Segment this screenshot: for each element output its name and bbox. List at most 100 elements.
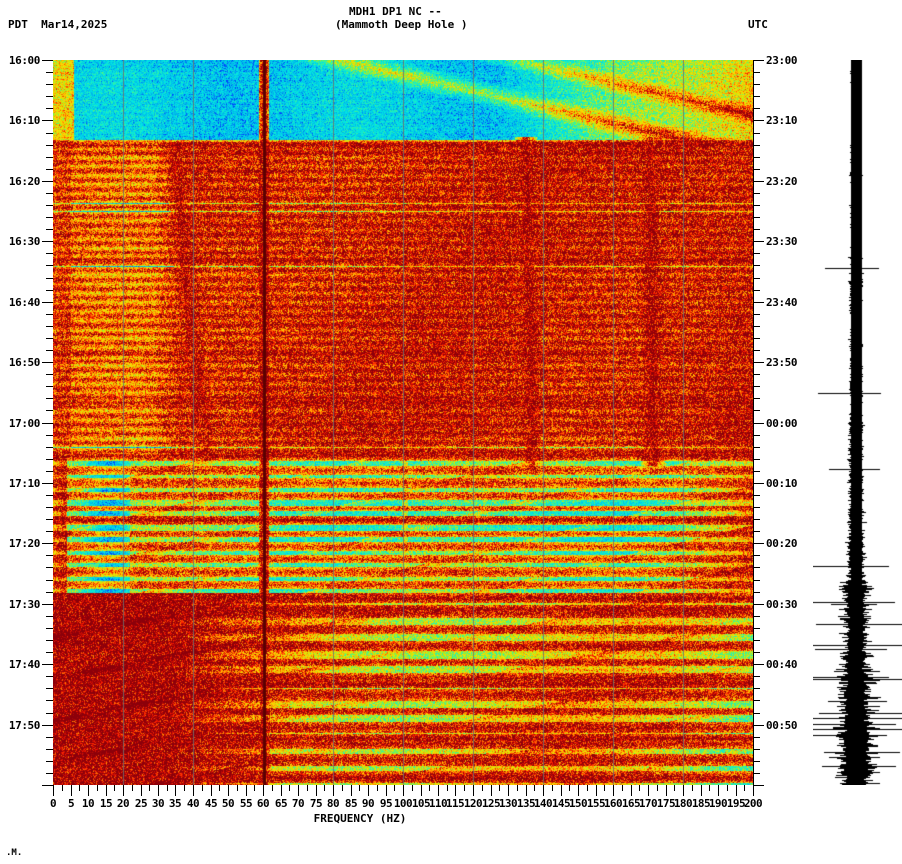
axis-tick-label: 110 [428,797,448,810]
axis-tick-label: 16:50 [8,356,41,369]
axis-tick-label: 23:40 [766,296,798,309]
axis-tick-minor [753,713,760,714]
axis-tick-major [246,785,247,796]
axis-tick-major [753,362,764,363]
axis-tick-major [42,120,53,121]
axis-tick-minor [46,652,53,653]
axis-tick-major [561,785,562,796]
axis-tick-label: 16:20 [8,175,41,188]
axis-tick-label: 115 [445,797,465,810]
spectrogram-plot[interactable] [53,60,753,785]
axis-tick-major [596,785,597,796]
axis-tick-label: 185 [691,797,711,810]
axis-tick-minor [753,108,760,109]
axis-tick-minor [753,193,760,194]
axis-tick-minor [753,145,760,146]
axis-tick-minor [46,737,53,738]
axis-tick-minor [753,592,760,593]
seismogram-trace-panel[interactable] [813,60,902,785]
axis-tick-minor [753,338,760,339]
axis-tick-major [211,785,212,796]
axis-tick-label: 45 [204,797,218,810]
frequency-axis-title: FREQUENCY (HZ) [313,812,407,825]
axis-tick-minor [753,519,760,520]
axis-tick-major [491,785,492,796]
axis-tick-label: 23:20 [766,175,798,188]
axis-tick-minor [753,676,760,677]
axis-tick-label: 5 [67,797,75,810]
axis-tick-minor [753,507,760,508]
axis-tick-minor [753,217,760,218]
axis-tick-minor [753,133,760,134]
time-axis-local: 16:00 16:10 16:20 16:30 16:40 16:50 17:00 17:10… [0,54,53,786]
axis-tick-major [175,785,176,796]
axis-tick-minor [753,314,760,315]
axis-tick-minor [46,84,53,85]
axis-tick-major [753,664,764,665]
axis-tick-major [42,60,53,61]
axis-tick-label: 60 [256,797,270,810]
axis-tick-minor [753,640,760,641]
axis-tick-label: 16:40 [8,296,41,309]
frequency-axis: 0 5 10 15 20 25 30 35 40 45 50 55 60 65 70 75 80 85 90 95 10… [50,785,763,810]
axis-tick-major [71,785,72,796]
axis-tick-label: 16:30 [8,235,41,248]
axis-tick-major [753,181,764,182]
axis-tick-minor [46,278,53,279]
axis-tick-label: 15 [99,797,113,810]
axis-tick-minor [587,785,588,791]
header-tz-left-label: PDT [8,18,28,31]
axis-tick-major [42,604,53,605]
axis-tick-minor [753,169,760,170]
axis-tick-minor [753,253,760,254]
page-title: MDH1 DP1 NC -- [349,5,442,18]
axis-tick-label: 0 [49,797,57,810]
axis-tick-minor [46,495,53,496]
axis-tick-label: 75 [309,797,323,810]
axis-tick-label: 160 [603,797,623,810]
axis-tick-major [228,785,229,796]
axis-tick-label: 17:40 [8,658,41,671]
axis-tick-label: 17:10 [8,477,41,490]
axis-tick-label: 00:30 [766,598,798,611]
axis-tick-major [753,60,764,61]
axis-tick-label: 135 [516,797,536,810]
axis-tick-minor [517,785,518,791]
axis-tick-minor [412,785,413,791]
axis-tick-minor [753,290,760,291]
axis-tick-major [106,785,107,796]
axis-spine [753,60,754,785]
axis-tick-major [438,785,439,796]
axis-tick-label: 16:00 [8,54,41,67]
axis-tick-minor [46,290,53,291]
axis-tick-minor [342,785,343,791]
axis-tick-major [88,785,89,796]
axis-tick-major [386,785,387,796]
axis-tick-major [368,785,369,796]
axis-tick-major [648,785,649,796]
axis-tick-minor [46,628,53,629]
axis-tick-minor [377,785,378,791]
axis-tick-major [753,785,754,796]
axis-tick-minor [46,253,53,254]
axis-tick-minor [46,374,53,375]
axis-tick-label: 100 [393,797,413,810]
axis-tick-label: 130 [498,797,518,810]
axis-tick-minor [46,592,53,593]
axis-tick-major [683,785,684,796]
axis-tick-label: 70 [291,797,305,810]
axis-tick-minor [237,785,238,791]
axis-tick-major [753,543,764,544]
axis-tick-minor [46,326,53,327]
axis-tick-major [316,785,317,796]
axis-tick-label: 23:30 [766,235,798,248]
axis-tick-minor [46,386,53,387]
axis-tick-major [42,785,53,786]
axis-tick-label: 23:10 [766,114,798,127]
axis-tick-label: 120 [463,797,483,810]
axis-tick-label: 17:20 [8,537,41,550]
axis-tick-major [53,785,54,796]
axis-tick-minor [184,785,185,791]
axis-tick-minor [46,580,53,581]
axis-tick-minor [753,761,760,762]
